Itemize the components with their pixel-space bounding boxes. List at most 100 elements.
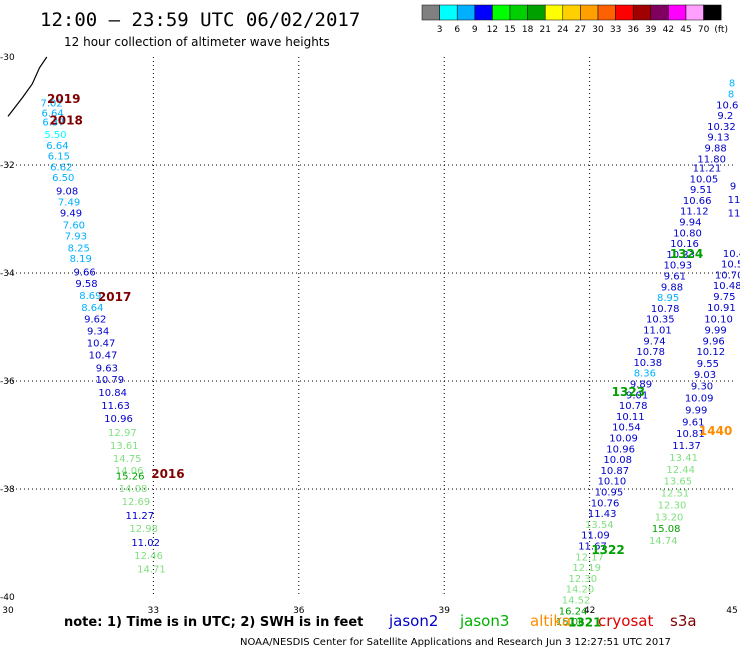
wave-height-label: 6.64 (46, 141, 68, 152)
wave-height-label: 6.37 (42, 118, 64, 129)
wave-height-label: 10.6 (716, 100, 738, 111)
wave-height-label: 8.36 (634, 369, 656, 380)
wave-height-label: 9.66 (73, 268, 95, 279)
wave-height-label: 12.97 (108, 428, 137, 439)
wave-height-label: 10.66 (683, 196, 712, 207)
wave-height-label: 10.10 (704, 315, 733, 326)
satellite-legend: jason2 jason3 altika cryosat s3a (388, 612, 697, 630)
wave-height-label: 12.69 (122, 497, 151, 508)
wave-height-label: 6.50 (52, 173, 74, 184)
pass-id-label: 2018 (49, 114, 82, 128)
y-tick-label: -30 (0, 53, 15, 63)
wave-height-label: 12.46 (134, 551, 163, 562)
wave-height-label: 7.49 (58, 198, 80, 209)
wave-height-label: 10.81 (676, 429, 705, 440)
wave-height-label: 10.95 (595, 487, 624, 498)
satellite-cryosat: cryosat (598, 612, 653, 630)
wave-height-label: 8 (729, 79, 735, 90)
wave-height-label: 14.75 (113, 454, 142, 465)
wave-height-label: 5.50 (44, 130, 66, 141)
wave-height-label: 9.99 (685, 405, 707, 416)
wave-height-label: 9.03 (694, 370, 716, 381)
wave-height-label: 10.47 (87, 338, 116, 349)
satellite-s3a: s3a (670, 612, 697, 630)
chart-title: 12:00 – 23:59 UTC 06/02/2017 (40, 9, 360, 31)
wave-height-label: 8.95 (657, 293, 679, 304)
wave-height-label: 11.12 (680, 207, 709, 218)
wave-height-label: 9.88 (704, 144, 726, 155)
wave-height-label: 13.20 (655, 512, 684, 523)
wave-height-label: 10.78 (619, 401, 648, 412)
colorbar-label: 3 (437, 25, 443, 35)
wave-height-label: 9.01 (626, 390, 648, 401)
colorbar-label: 27 (575, 25, 586, 35)
wave-height-label: 7.60 (63, 221, 85, 232)
x-tick-label: 33 (148, 606, 159, 616)
colorbar-label: 6 (454, 25, 460, 35)
wave-height-label: 11.02 (131, 538, 160, 549)
wave-height-label: 6.62 (50, 162, 72, 173)
wave-height-label: 9.61 (682, 417, 704, 428)
coastline (7, 56, 48, 117)
y-tick-label: -38 (0, 485, 15, 495)
colorbar-label: 42 (663, 25, 674, 35)
wave-height-label: 7.02 (40, 99, 62, 110)
wave-height-label: 10.08 (603, 455, 632, 466)
wave-height-label: 10.4 (723, 249, 740, 260)
colorbar-swatch (421, 4, 440, 21)
colorbar-swatch (703, 4, 722, 21)
wave-height-label: 10.16 (670, 239, 699, 250)
pass-id-label: 2017 (98, 290, 131, 304)
wave-height-label: 9.30 (691, 382, 713, 393)
wave-height-label: 8.19 (70, 254, 92, 265)
colorbar-swatch (474, 4, 493, 21)
colorbar-label: 9 (472, 25, 478, 35)
wave-height-label: 9.99 (704, 325, 726, 336)
pass-id-label: 1321 (568, 616, 601, 630)
wave-height-label: 9.88 (661, 282, 683, 293)
x-tick-label: 36 (293, 606, 305, 616)
wave-height-label: 10.33 (666, 250, 695, 261)
wave-height-label: 10.48 (713, 281, 740, 292)
wave-height-label: 9.49 (60, 208, 82, 219)
wave-height-label: 9.51 (690, 185, 712, 196)
wave-height-label: 9.58 (75, 279, 97, 290)
colorbar-label: 36 (627, 25, 639, 35)
y-tick-label: -40 (0, 593, 15, 603)
wave-height-label: 10.96 (606, 444, 635, 455)
wave-height-label: 14.52 (562, 595, 591, 606)
wave-height-label: 6.64 (41, 108, 63, 119)
wave-height-label: 9.63 (96, 363, 118, 374)
wave-height-label: 9.96 (703, 336, 725, 347)
colorbar-swatch (492, 4, 511, 21)
pass-id-label: 2019 (47, 92, 80, 106)
wave-height-label: 10.78 (651, 304, 680, 315)
pass-labels: 2019 2018 2017 2016 1324 1323 1322 1321 1440 (47, 92, 732, 630)
wave-height-label: 10.96 (104, 414, 133, 425)
wave-height-label: 6.15 (48, 152, 70, 163)
wave-height-label: 12.44 (666, 465, 695, 476)
units-note: note: 1) Time is in UTC; 2) SWH is in fe… (64, 615, 363, 630)
wave-height-label: 10.11 (616, 412, 645, 423)
colorbar-label: 12 (487, 25, 498, 35)
wave-height-label: 10.93 (663, 261, 692, 272)
wave-height-label: 7.93 (65, 232, 87, 243)
wave-height-label: 11.01 (643, 325, 672, 336)
wave-height-label: 14.20 (566, 585, 595, 596)
wave-height-label: 10.47 (89, 350, 118, 361)
wave-height-label: 13.41 (669, 453, 698, 464)
wave-height-label: 10.78 (636, 347, 665, 358)
colorbar-swatch (632, 4, 652, 21)
wave-height-label: 9 (730, 181, 736, 192)
colorbar-label: 15 (504, 25, 515, 35)
wave-height-label: 9.08 (56, 187, 78, 198)
pass-id-label: 1322 (591, 543, 624, 557)
colorbar-swatch (562, 4, 581, 21)
pass-id-label: 1440 (699, 424, 732, 438)
wave-height-label: 15.08 (652, 524, 681, 535)
wave-height-label: 10.70 (715, 270, 740, 281)
wave-height-points: 7.026.646.375.506.646.156.626.509.087.49… (40, 79, 740, 628)
x-tick-label: 42 (584, 606, 595, 616)
colorbar-legend: 3 6 9 12 15 18 21 24 27 30 33 36 39 42 45 70 (ft) (421, 4, 728, 35)
